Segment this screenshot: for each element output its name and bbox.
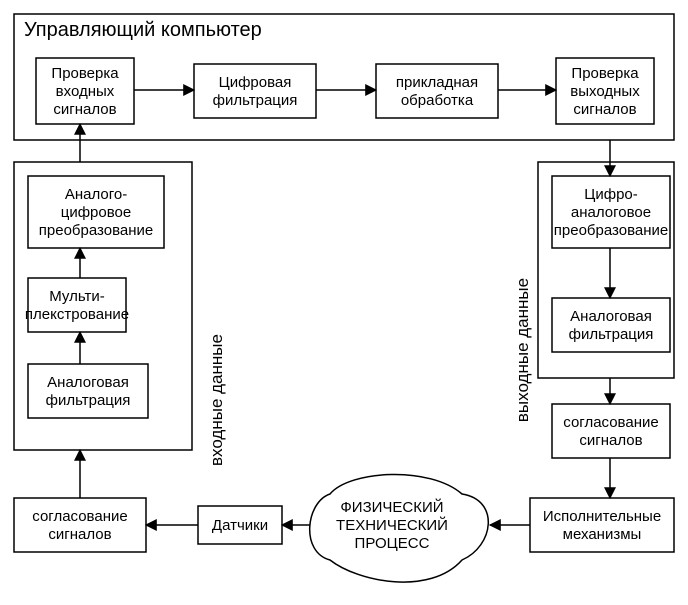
svg-text:Аналоговая: Аналоговая xyxy=(47,374,129,391)
cond_out-node xyxy=(552,404,670,458)
svg-text:входных: входных xyxy=(56,83,115,100)
svg-text:Цифровая: Цифровая xyxy=(219,74,292,91)
cond_in-node xyxy=(14,498,146,552)
svg-text:Датчики: Датчики xyxy=(212,517,268,534)
svg-text:сигналов: сигналов xyxy=(53,101,116,118)
dig_filt-node xyxy=(194,64,316,118)
svg-text:фильтрация: фильтрация xyxy=(213,92,298,109)
input-data-label: входные данные xyxy=(207,334,226,466)
svg-text:выходных: выходных xyxy=(570,83,640,100)
svg-text:согласование: согласование xyxy=(563,414,658,431)
controller-title: Управляющий компьютер xyxy=(24,19,262,41)
svg-text:Аналоговая: Аналоговая xyxy=(570,308,652,325)
mux-node xyxy=(28,278,126,332)
svg-text:Проверка: Проверка xyxy=(51,65,119,82)
svg-text:согласование: согласование xyxy=(32,508,127,525)
svg-text:фильтрация: фильтрация xyxy=(569,326,654,343)
applied-node xyxy=(376,64,498,118)
svg-text:Цифро-: Цифро- xyxy=(584,186,638,203)
svg-text:Проверка: Проверка xyxy=(571,65,639,82)
actuators-node xyxy=(530,498,674,552)
svg-text:фильтрация: фильтрация xyxy=(46,392,131,409)
svg-text:плекстрование: плекстрование xyxy=(25,306,129,323)
svg-text:цифровое: цифровое xyxy=(61,204,131,221)
svg-text:сигналов: сигналов xyxy=(579,432,642,449)
svg-text:механизмы: механизмы xyxy=(563,526,642,543)
svg-text:Исполнительные: Исполнительные xyxy=(543,508,661,525)
output-data-label: выходные данные xyxy=(513,278,532,422)
svg-text:ТЕХНИЧЕСКИЙ: ТЕХНИЧЕСКИЙ xyxy=(336,516,448,534)
svg-text:аналоговое: аналоговое xyxy=(571,204,651,221)
svg-text:прикладная: прикладная xyxy=(396,74,478,91)
svg-text:сигналов: сигналов xyxy=(573,101,636,118)
svg-text:Мульти-: Мульти- xyxy=(49,288,104,305)
svg-text:ПРОЦЕСС: ПРОЦЕСС xyxy=(355,535,430,552)
svg-text:Аналого-: Аналого- xyxy=(65,186,127,203)
svg-text:преобразование: преобразование xyxy=(554,222,668,239)
svg-text:сигналов: сигналов xyxy=(48,526,111,543)
afilt_in-node xyxy=(28,364,148,418)
svg-text:преобразование: преобразование xyxy=(39,222,153,239)
svg-text:ФИЗИЧЕСКИЙ: ФИЗИЧЕСКИЙ xyxy=(340,498,443,516)
svg-text:обработка: обработка xyxy=(401,92,474,109)
afilt_out-node xyxy=(552,298,670,352)
